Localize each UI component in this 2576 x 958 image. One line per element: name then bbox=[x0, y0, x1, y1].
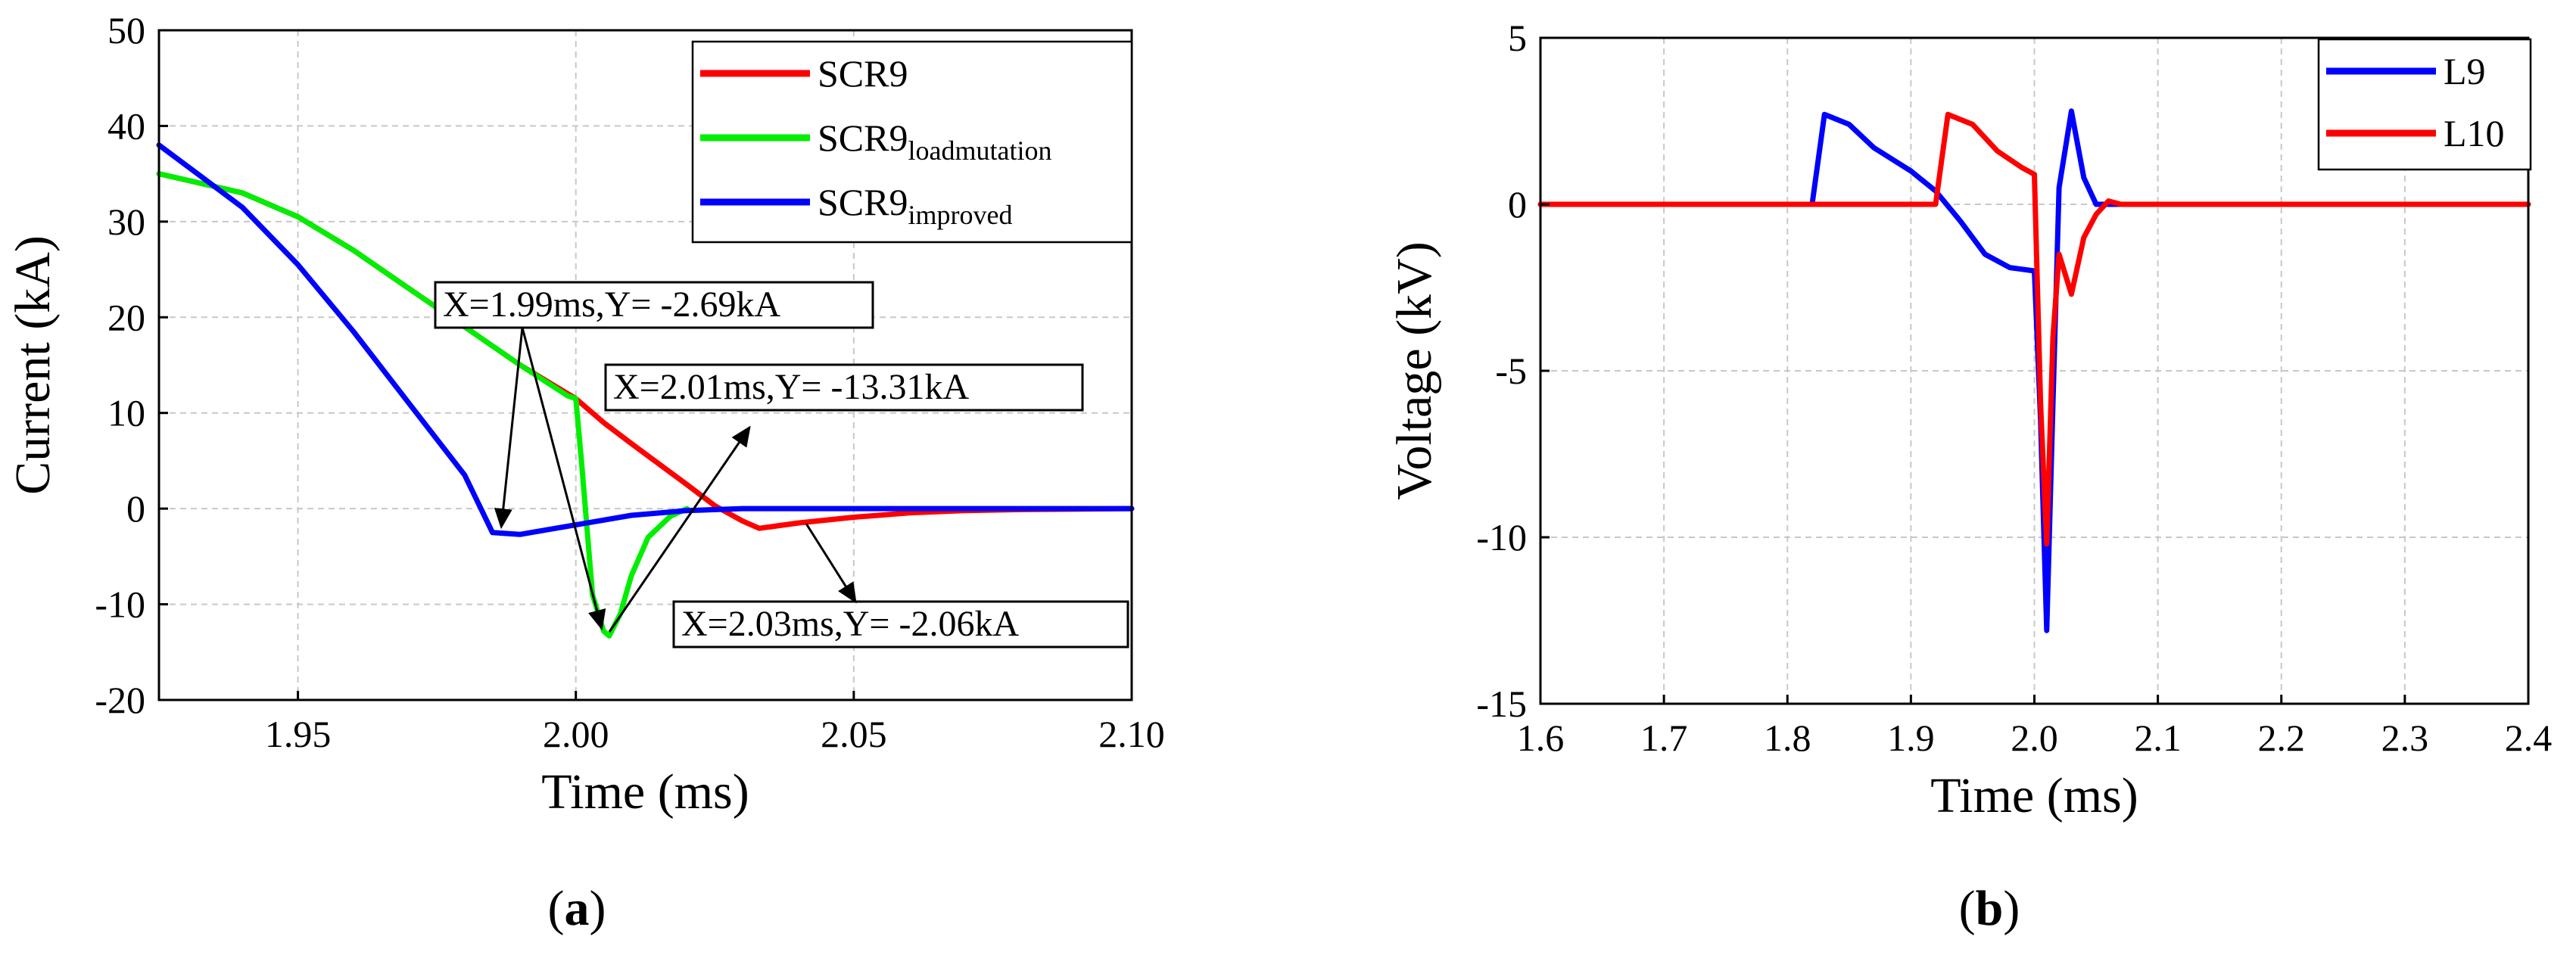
x-tick-label: 2.4 bbox=[2505, 717, 2553, 759]
x-tick-label: 1.7 bbox=[1640, 717, 1688, 759]
series-line-l10 bbox=[1537, 111, 2531, 547]
x-tick-label: 1.8 bbox=[1764, 717, 1811, 759]
annotation-arrow bbox=[805, 523, 857, 604]
series-line-l9 bbox=[1537, 108, 2531, 633]
chart-a-xlabel: Time (ms) bbox=[541, 764, 749, 820]
y-tick-label: 20 bbox=[107, 296, 145, 338]
annotation-box bbox=[672, 600, 1129, 649]
x-tick-label: 2.0 bbox=[2011, 717, 2058, 759]
x-tick-label: 2.3 bbox=[2381, 717, 2429, 759]
chart-a-ylabel: Current (kA) bbox=[5, 235, 61, 495]
x-tick-label: 2.00 bbox=[543, 713, 609, 755]
legend-entry: L9 bbox=[2444, 50, 2486, 92]
chart-a: 1.95 2.00 2.05 2.10 -20 -10 0 10 20 30 40 50 Time (… bbox=[5, 9, 1165, 820]
chart-b: 1.6 1.7 1.8 1.9 2.0 2.1 2.2 2.3 2.4 -15 -10 -5 0 5 Ti… bbox=[1387, 17, 2552, 823]
y-tick-label: 0 bbox=[126, 487, 145, 530]
series-line-scr9improved bbox=[156, 142, 1135, 537]
chart-a-annotations: X=1.99ms,Y= -2.69kA X=2.01ms,Y= -13.31kA X… bbox=[434, 281, 1129, 649]
chart-b-series bbox=[1537, 108, 2531, 633]
x-tick-label: 2.2 bbox=[2258, 717, 2306, 759]
series-line-scr9loadmutation bbox=[156, 171, 690, 639]
x-tick-label: 1.95 bbox=[265, 713, 332, 755]
chart-b-xlabel: Time (ms) bbox=[1930, 768, 2138, 823]
annotation-arrow bbox=[494, 327, 524, 530]
legend-entry: SCR9improved bbox=[818, 181, 1013, 230]
chart-a-series bbox=[156, 142, 1135, 639]
y-tick-label: 40 bbox=[107, 104, 145, 147]
panel-label-b: (b) bbox=[1959, 881, 2020, 936]
annotation-arrow bbox=[608, 425, 751, 633]
y-tick-label: 5 bbox=[1508, 17, 1527, 59]
chart-b-ticks: 1.6 1.7 1.8 1.9 2.0 2.1 2.2 2.3 2.4 -15 -10 -5 0 5 bbox=[1476, 17, 2552, 759]
y-tick-label: 0 bbox=[1508, 183, 1527, 226]
annotation-text: X=1.99ms,Y= -2.69kA bbox=[443, 285, 780, 325]
annotation-box bbox=[434, 281, 874, 329]
annotation-text: X=2.01ms,Y= -13.31kA bbox=[613, 367, 969, 407]
annotation-box bbox=[604, 363, 1084, 412]
x-tick-label: 1.6 bbox=[1517, 717, 1565, 759]
y-tick-label: -10 bbox=[95, 583, 145, 626]
chart-a-ticks: 1.95 2.00 2.05 2.10 -20 -10 0 10 20 30 40 50 bbox=[95, 9, 1164, 755]
y-tick-label: 50 bbox=[107, 9, 145, 51]
annotation-text: X=2.03ms,Y= -2.06kA bbox=[681, 604, 1019, 644]
x-tick-label: 2.05 bbox=[821, 713, 887, 755]
chart-b-ylabel: Voltage (kV) bbox=[1387, 241, 1442, 500]
y-tick-label: 10 bbox=[107, 392, 145, 434]
chart-a-frame bbox=[157, 29, 1133, 701]
legend-entry: SCR9 bbox=[818, 52, 908, 95]
y-tick-label: 30 bbox=[107, 201, 145, 243]
legend-entry: L10 bbox=[2444, 112, 2505, 154]
chart-a-legend: SCR9 SCR9loadmutation SCR9improved bbox=[691, 40, 1133, 244]
y-tick-label: -20 bbox=[95, 679, 145, 721]
panel-label-a: (a) bbox=[548, 881, 606, 936]
legend-box bbox=[2317, 38, 2532, 171]
y-tick-label: -5 bbox=[1495, 350, 1527, 392]
annotation-arrow bbox=[521, 327, 606, 631]
x-tick-label: 1.9 bbox=[1887, 717, 1935, 759]
legend-entry: SCR9loadmutation bbox=[818, 117, 1051, 166]
x-tick-label: 2.10 bbox=[1098, 713, 1165, 755]
y-tick-label: -10 bbox=[1476, 516, 1527, 558]
y-tick-label: -15 bbox=[1476, 683, 1527, 725]
x-tick-label: 2.1 bbox=[2134, 717, 2182, 759]
